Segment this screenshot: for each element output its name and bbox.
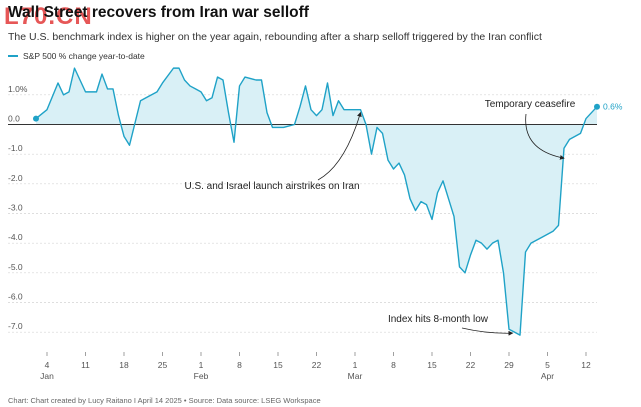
x-tick-label: 22 <box>312 360 322 370</box>
legend: S&P 500 % change year-to-date <box>8 51 145 61</box>
x-tick-label: 18 <box>119 360 129 370</box>
y-tick-label: -5.0 <box>8 262 23 272</box>
legend-swatch <box>8 55 18 57</box>
x-tick-label: 12 <box>581 360 591 370</box>
series-fill <box>36 68 597 336</box>
y-tick-label: -1.0 <box>8 143 23 153</box>
y-tick-label: -4.0 <box>8 232 23 242</box>
x-tick-label: 11 <box>81 360 90 370</box>
x-tick-label: 8 <box>391 360 396 370</box>
end-point <box>594 103 600 110</box>
x-tick-month-label: Jan <box>40 371 54 381</box>
annotation-arrow <box>461 327 514 336</box>
x-tick-label: 15 <box>427 360 437 370</box>
y-tick-label: -2.0 <box>8 173 23 183</box>
x-tick-label: 1 <box>199 360 204 370</box>
x-tick-label: 5 <box>545 360 550 370</box>
x-tick-label: 4 <box>45 360 50 370</box>
series-area: 0.6% <box>8 67 623 336</box>
annotation-airstrikes: U.S. and Israel launch airstrikes on Ira… <box>184 181 359 192</box>
legend-label: S&P 500 % change year-to-date <box>23 51 145 61</box>
y-tick-label: -6.0 <box>8 292 23 302</box>
annotation-ceasefire: Temporary ceasefire <box>485 99 576 110</box>
x-tick-label: 1 <box>353 360 358 370</box>
series-line <box>35 67 598 336</box>
annotation-arrow <box>317 111 362 181</box>
x-tick-label: 15 <box>273 360 283 370</box>
annotations: Temporary ceasefire U.S. and Israel launc… <box>184 99 576 336</box>
x-tick-label: 22 <box>466 360 476 370</box>
end-value-label: 0.6% <box>603 102 623 112</box>
y-tick-label: 0.0 <box>8 114 20 124</box>
y-tick-label: -3.0 <box>8 203 23 213</box>
y-tick-label: 1.0% <box>8 84 28 94</box>
x-tick-month-label: Feb <box>194 371 209 381</box>
start-point <box>33 115 39 122</box>
chart-title: Wall Street recovers from Iran war sello… <box>8 4 309 21</box>
annotation-arrow <box>525 113 565 160</box>
annotation-8-month-low: Index hits 8-month low <box>388 314 489 325</box>
footer-source: Chart: Chart created by Lucy Raitano I A… <box>8 396 321 405</box>
watermark: L70.CN <box>4 3 93 30</box>
x-tick-label: 25 <box>158 360 168 370</box>
chart-subtitle: The U.S. benchmark index is higher on th… <box>8 31 542 43</box>
y-tick-label: -7.0 <box>8 321 23 331</box>
x-tick-month-label: Apr <box>541 371 554 381</box>
x-tick-label: 8 <box>237 360 242 370</box>
x-tick-month-label: Mar <box>348 371 363 381</box>
x-tick-label: 29 <box>504 360 514 370</box>
